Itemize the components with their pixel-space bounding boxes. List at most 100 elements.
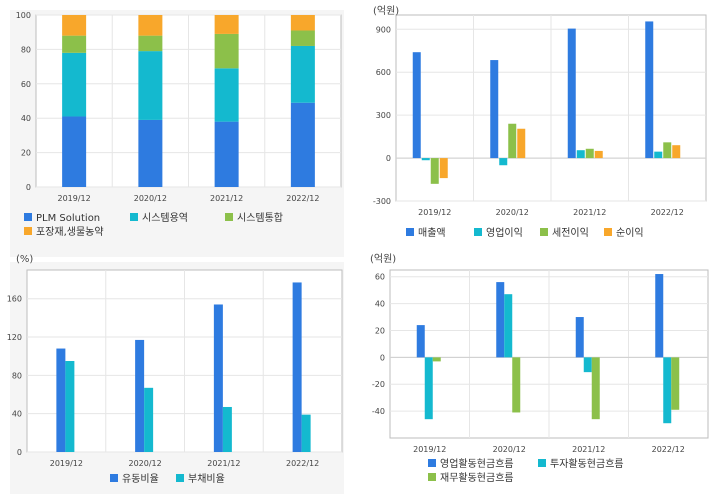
chart1-legend-item: 포장재,생물농약 — [24, 226, 104, 238]
chart3-legend-item: 부채비율 — [176, 473, 225, 485]
chart1-bar — [138, 15, 163, 36]
chart1-legend-label: 시스템용역 — [142, 212, 188, 224]
chart2-bar — [576, 150, 585, 159]
chart3-bar — [56, 348, 66, 452]
chart1-bar — [214, 33, 239, 69]
chart4-bar — [671, 357, 680, 410]
chart3-bar — [292, 282, 302, 452]
chart1-ytick-label: 80 — [21, 45, 31, 54]
chart4-group: -40 -20 0 20 40 60 2019/12 2020/12 2021/12 2022/1… — [370, 253, 709, 484]
chart1-xtick-label: 2020/12 — [134, 194, 167, 203]
chart2-legend-label: 영업이익 — [486, 226, 523, 239]
chart2-bar — [672, 145, 681, 159]
chart1-ytick-label: 60 — [21, 80, 31, 89]
chart1-legend-swatch — [130, 213, 138, 221]
chart4-bar — [512, 357, 521, 413]
chart2-xtick-label: 2019/12 — [418, 208, 451, 217]
chart1-bar — [62, 35, 87, 53]
chart2-bar — [594, 150, 603, 159]
chart1-legend-label: 포장재,생물농약 — [36, 226, 104, 238]
chart4-legend-swatch — [428, 459, 436, 467]
chart4-ytick-label: -20 — [372, 380, 385, 389]
chart4-bar — [504, 294, 513, 358]
chart1-bar — [138, 51, 163, 120]
chart4-bar — [591, 357, 600, 420]
chart4-bar — [663, 357, 672, 424]
chart3-legend-swatch — [176, 474, 184, 482]
chart3-xtick-label: 2020/12 — [129, 459, 162, 468]
chart1-bar — [214, 15, 239, 34]
chart4-legend-item: 투자활동현금흐름 — [538, 457, 624, 470]
chart1-group: 0 20 40 60 80 100 2019/12 2020/12 2021/12 2022/12… — [10, 10, 344, 257]
chart2-xtick-label: 2022/12 — [651, 208, 684, 217]
chart4-legend-item: 영업활동현금흐름 — [428, 457, 514, 470]
chart3-legend-label: 부채비율 — [188, 473, 225, 485]
chart2-legend-label: 순이익 — [616, 227, 644, 239]
chart2-legend-swatch — [540, 228, 548, 236]
chart2-legend-item: 매출액 — [406, 227, 446, 239]
chart1-legend-label: 시스템통합 — [237, 212, 283, 224]
chart3-unit-label: (%) — [16, 254, 33, 265]
chart2-bar — [663, 142, 672, 159]
chart2-ytick-label: 300 — [376, 111, 391, 120]
chart1-ytick-label: 100 — [16, 11, 31, 20]
chart1-xtick-label: 2022/12 — [286, 194, 319, 203]
chart1-xtick-label: 2021/12 — [210, 194, 243, 203]
chart2-xtick-label: 2021/12 — [573, 208, 606, 217]
chart2-bar — [430, 158, 439, 184]
chart2-bar — [654, 151, 663, 159]
chart3-ytick-label: 160 — [7, 295, 22, 304]
chart4-bar — [575, 317, 584, 358]
chart3-legend-swatch — [110, 474, 118, 482]
chart2-bar — [412, 52, 421, 159]
chart4-legend-swatch — [428, 473, 436, 481]
chart3-ytick-label: 0 — [17, 448, 22, 457]
chart2-ytick-label: 600 — [376, 68, 391, 77]
chart4-legend-swatch — [538, 459, 546, 467]
chart4-unit-label: (억원) — [370, 253, 396, 265]
chart2-legend-label: 매출액 — [418, 227, 446, 239]
chart3-ytick-label: 120 — [7, 333, 22, 342]
chart2-group: -300 0 300 600 900 2019/12 2020/12 2021/12 2022/… — [373, 5, 707, 239]
chart1-xtick-label: 2019/12 — [58, 194, 91, 203]
chart3-bar — [135, 339, 145, 452]
chart4-bar — [496, 282, 505, 358]
chart2-ytick-label: -300 — [373, 197, 391, 206]
chart2-legend-swatch — [604, 228, 612, 236]
chart2-bar — [645, 21, 654, 159]
chart1-legend-label: PLM Solution — [36, 213, 100, 224]
chart1-legend-swatch — [24, 227, 32, 235]
chart4-xtick-label: 2020/12 — [493, 445, 526, 454]
chart2-bar — [567, 28, 576, 159]
chart2-xtick-label: 2020/12 — [496, 208, 529, 217]
chart2-unit-label: (억원) — [373, 5, 399, 17]
chart1-legend-swatch — [24, 213, 32, 221]
chart1-legend-item: 시스템용역 — [130, 212, 188, 224]
chart2-bar — [499, 158, 508, 166]
chart4-bar — [424, 357, 433, 420]
chart1-bar — [290, 15, 315, 31]
chart4-xtick-label: 2021/12 — [572, 445, 605, 454]
chart1-bar — [290, 102, 315, 187]
chart4-ytick-label: 60 — [375, 273, 385, 282]
chart2-legend-item: 순이익 — [604, 227, 644, 239]
chart4-bar — [432, 357, 441, 362]
chart2-bar — [517, 128, 526, 159]
chart1-ytick-label: 40 — [21, 114, 31, 123]
chart1-bar — [62, 15, 87, 36]
chart2-bar — [421, 158, 430, 161]
chart1-ytick-label: 20 — [21, 149, 31, 158]
chart1-bar — [214, 68, 239, 122]
chart2-ytick-label: 0 — [386, 154, 391, 163]
chart3-legend-item: 유동비율 — [110, 473, 159, 485]
chart4-ytick-label: 20 — [375, 326, 385, 335]
chart3-ytick-label: 40 — [12, 410, 22, 419]
chart1-bar — [138, 119, 163, 187]
chart4-legend-label: 영업활동현금흐름 — [440, 457, 514, 470]
chart1-legend-swatch — [225, 213, 233, 221]
chart2-legend-label: 세전이익 — [552, 227, 589, 239]
chart4-bar — [583, 357, 592, 373]
chart2-legend-item: 세전이익 — [540, 227, 589, 239]
chart1-bar — [290, 30, 315, 46]
chart4-ytick-label: -40 — [372, 407, 385, 416]
